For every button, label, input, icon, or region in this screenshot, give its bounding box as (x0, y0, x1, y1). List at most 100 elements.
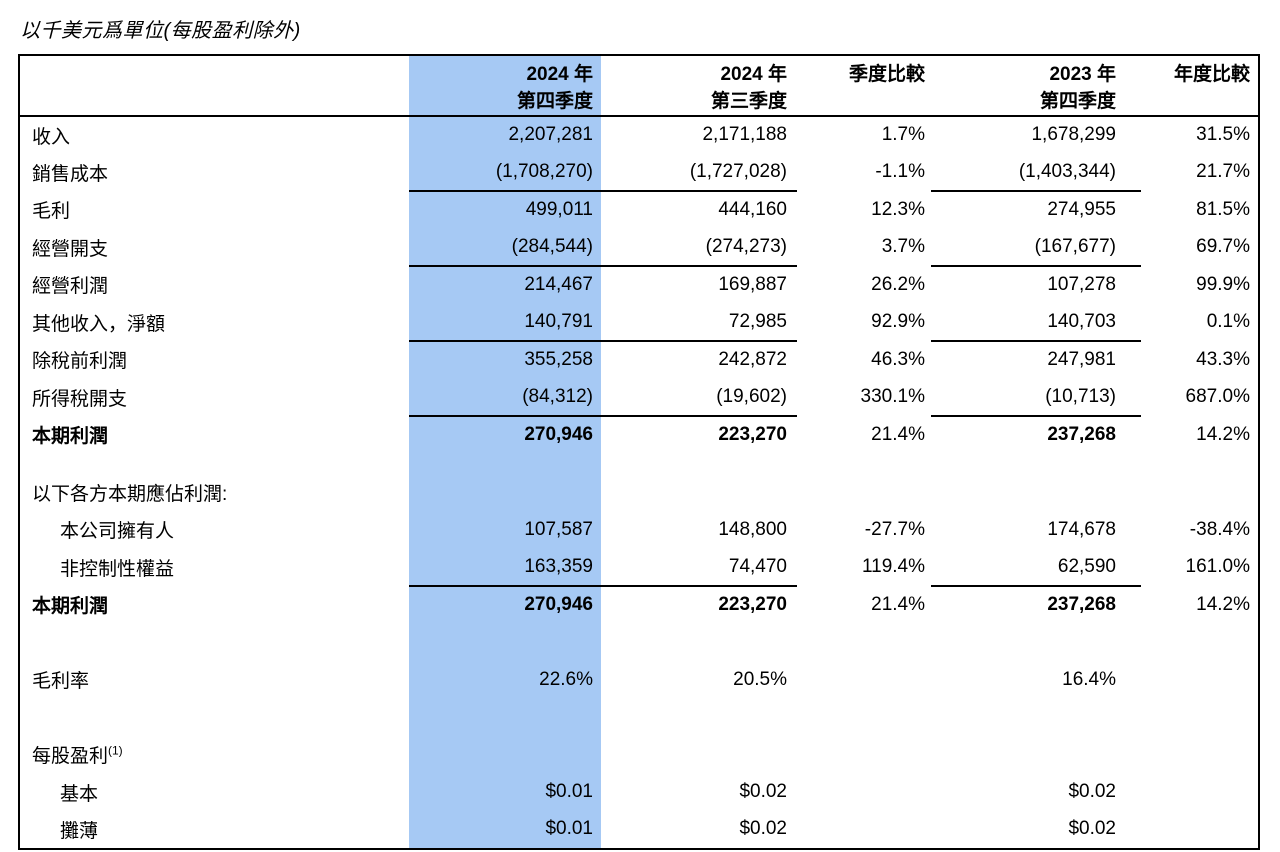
column-header-line1: 季度比較 (848, 64, 925, 85)
column-header-line2: 第四季度 (1039, 91, 1116, 112)
cell (1141, 699, 1259, 737)
cell (797, 474, 931, 512)
table-row: 本公司擁有人 107,587 148,800 -27.7% 174,678 -38.4% (19, 511, 1259, 549)
cell: (10,713) (931, 378, 1141, 417)
row-label: 本公司擁有人 (60, 521, 175, 543)
cell (1141, 454, 1259, 474)
cell: 14.2% (1196, 423, 1250, 445)
cell: 81.5% (1196, 198, 1250, 220)
table-row: 經營開支 (284,544) (274,273) 3.7% (167,677) 69.7% (19, 228, 1259, 267)
table-row: 以下各方本期應佔利潤: (19, 473, 1259, 512)
cell (409, 473, 601, 511)
column-header-line1: 2023 年 (1049, 64, 1116, 85)
cell: (274,273) (601, 228, 797, 267)
cell (601, 454, 797, 474)
cell: $0.02 (1068, 818, 1116, 840)
cell: 21.4% (871, 593, 925, 615)
cell: 687.0% (1185, 386, 1250, 408)
cell: 1,678,299 (1031, 124, 1116, 146)
cell: $0.01 (409, 811, 601, 849)
cell (797, 774, 931, 812)
cell (1141, 774, 1259, 812)
cell (1141, 811, 1259, 849)
cell: $0.02 (739, 781, 787, 803)
table-row: 每股盈利(1) (19, 736, 1259, 774)
row-label: 銷售成本 (32, 163, 109, 185)
cell (797, 736, 931, 774)
cell: 499,011 (409, 191, 601, 229)
cell: 355,258 (409, 341, 601, 379)
cell: 330.1% (860, 386, 925, 408)
cell (409, 698, 601, 736)
cell: (167,677) (931, 228, 1141, 267)
cell: 1.7% (881, 124, 925, 146)
cell (1141, 474, 1259, 512)
cell: 161.0% (1185, 556, 1250, 578)
column-header: 年度比較 (1141, 55, 1259, 117)
row-label: 毛利 (32, 201, 71, 223)
cell: 12.3% (871, 198, 925, 220)
cell (931, 624, 1141, 662)
cell: 174,678 (1047, 518, 1116, 540)
column-header-line1: 2024 年 (720, 64, 787, 85)
row-label: 所得稅開支 (32, 388, 128, 410)
cell: 46.3% (871, 348, 925, 370)
cell (1141, 624, 1259, 662)
row-label (19, 699, 409, 737)
row-label: 本期利潤 (32, 596, 109, 618)
cell (601, 736, 797, 774)
cell: 214,467 (409, 266, 601, 304)
cell: 26.2% (871, 273, 925, 295)
cell: 43.3% (1196, 348, 1250, 370)
cell (931, 736, 1141, 774)
cell: 74,470 (601, 548, 797, 587)
cell: 0.1% (1206, 311, 1250, 333)
cell: 92.9% (871, 311, 925, 333)
cell: 21.7% (1196, 161, 1250, 183)
column-header: 2024 年第四季度 (409, 55, 601, 117)
table-row: 本期利潤 270,946 223,270 21.4% 237,268 14.2% (19, 586, 1259, 624)
table-row: 本期利潤 270,946 223,270 21.4% 237,268 14.2% (19, 416, 1259, 454)
cell: (1,403,344) (931, 153, 1141, 192)
cell: 270,946 (409, 586, 601, 624)
table-row: 所得稅開支 (84,312) (19,602) 330.1% (10,713) 687.0… (19, 378, 1259, 417)
cell: 14.2% (1196, 593, 1250, 615)
cell: (84,312) (409, 378, 601, 417)
row-label: 非控制性權益 (60, 558, 175, 580)
cell: -27.7% (864, 518, 925, 540)
column-header: 2023 年第四季度 (931, 55, 1141, 117)
row-label (19, 624, 409, 662)
cell: (284,544) (409, 228, 601, 267)
cell (931, 454, 1141, 474)
row-label: 攤薄 (60, 820, 99, 842)
cell: 31.5% (1196, 124, 1250, 146)
cell (409, 623, 601, 661)
cell: 2,171,188 (702, 124, 787, 146)
cell: -38.4% (1189, 518, 1250, 540)
cell (1141, 736, 1259, 774)
header-row: 2024 年第四季度 2024 年第三季度 季度比較 2023 年第四季度 年度比較 (19, 55, 1259, 117)
cell: 22.6% (409, 661, 601, 699)
cell: 20.5% (733, 668, 787, 690)
cell (409, 736, 601, 774)
cell: 16.4% (1062, 668, 1116, 690)
cell: 3.7% (881, 236, 925, 258)
cell: 444,160 (718, 199, 787, 221)
cell: (1,727,028) (601, 153, 797, 192)
row-label: 經營開支 (32, 238, 109, 260)
cell: 274,955 (1047, 199, 1116, 221)
cell (797, 699, 931, 737)
row-label: 以下各方本期應佔利潤: (32, 483, 228, 505)
table-header: 2024 年第四季度 2024 年第三季度 季度比較 2023 年第四季度 年度比較 (19, 55, 1259, 117)
cell: $0.01 (409, 773, 601, 811)
row-label (19, 454, 409, 474)
cell: 107,587 (409, 511, 601, 549)
cell: 237,268 (1047, 424, 1116, 446)
cell: 223,270 (718, 594, 787, 616)
table-row: 其他收入，淨額 140,791 72,985 92.9% 140,703 0.1% (19, 303, 1259, 342)
corner-cell (19, 55, 409, 117)
cell: 21.4% (871, 423, 925, 445)
cell: 72,985 (601, 303, 797, 342)
column-header: 季度比較 (797, 55, 931, 117)
